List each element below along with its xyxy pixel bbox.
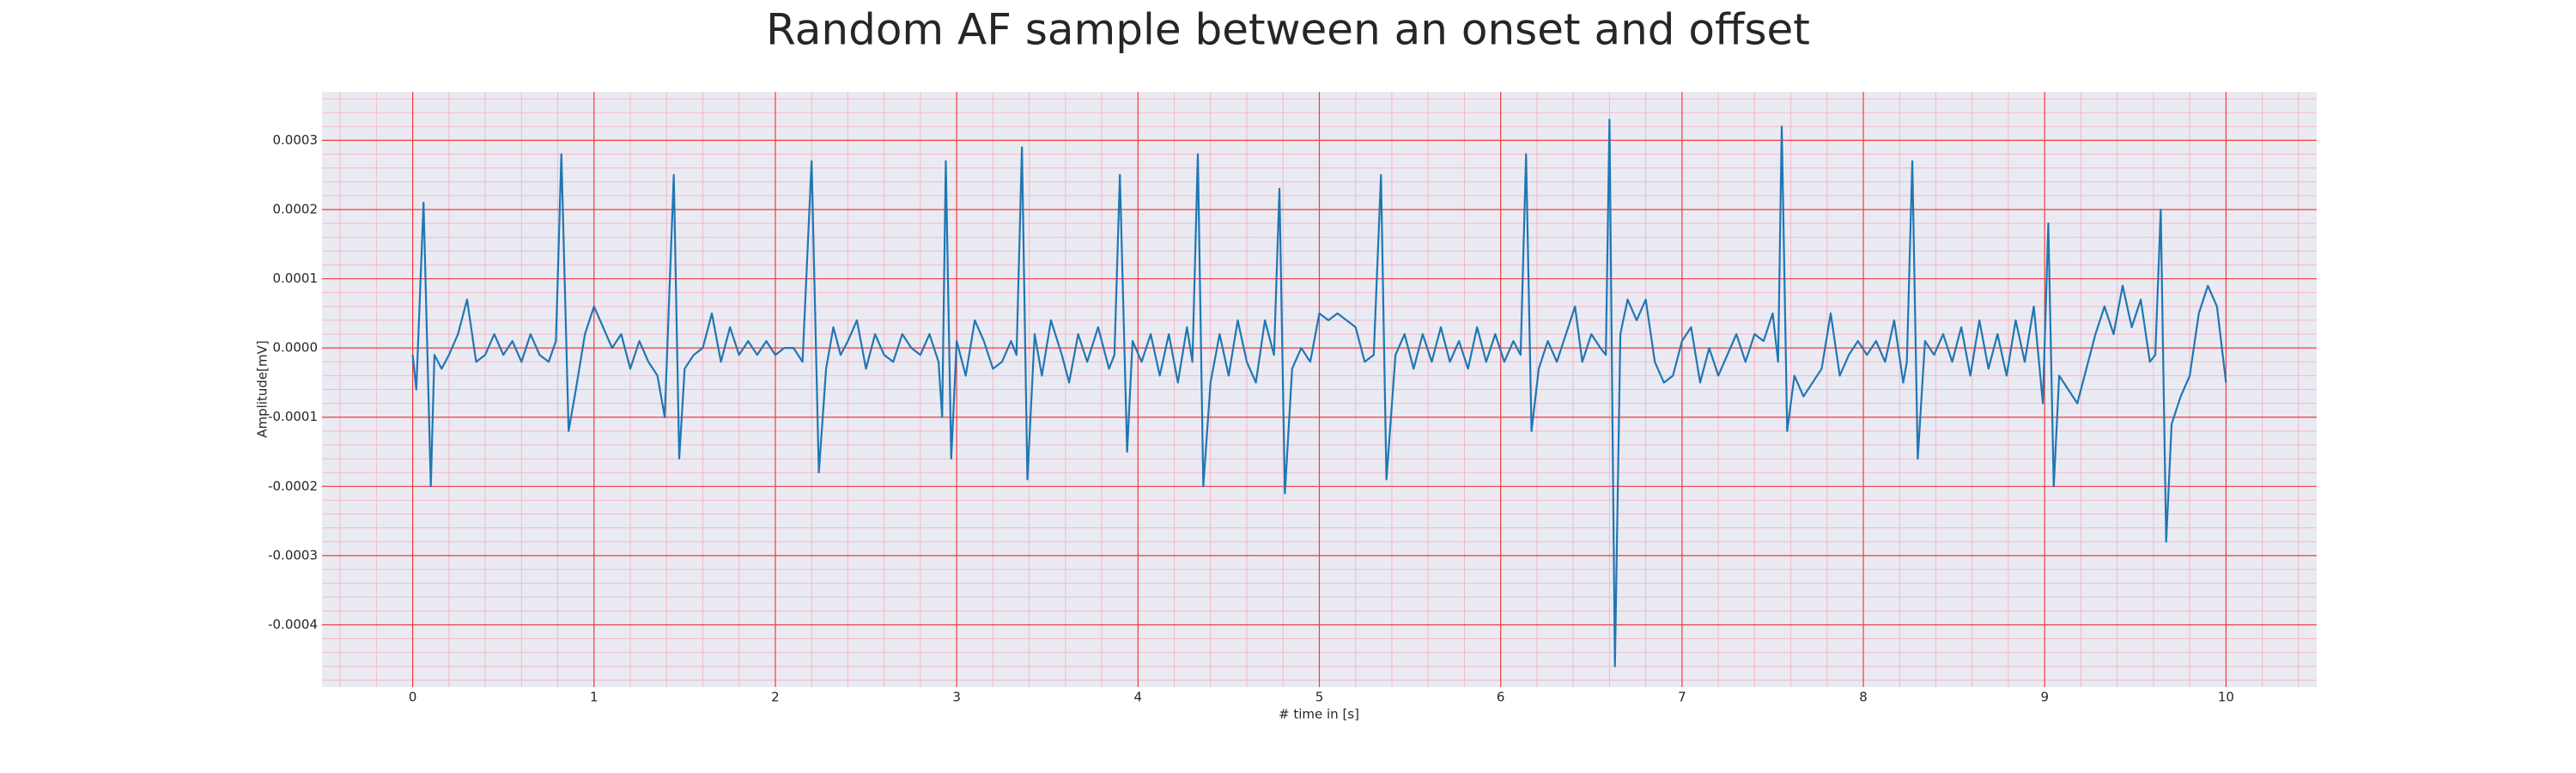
x-tick-label: 4 xyxy=(1134,690,1143,705)
y-tick-label: -0.0004 xyxy=(268,617,318,632)
x-tick-label: 1 xyxy=(590,690,598,705)
x-tick-label: 6 xyxy=(1497,690,1505,705)
x-tick-label: 2 xyxy=(771,690,780,705)
x-tick-label: 0 xyxy=(409,690,417,705)
y-tick-label: -0.0001 xyxy=(268,409,318,424)
x-axis-label: # time in [s] xyxy=(1279,707,1359,722)
y-tick-label: -0.0002 xyxy=(268,478,318,494)
x-tick-label: 8 xyxy=(1859,690,1868,705)
x-tick-label: 7 xyxy=(1678,690,1686,705)
x-tick-label: 10 xyxy=(2218,690,2234,705)
x-tick-label: 9 xyxy=(2040,690,2049,705)
y-tick-label: 0.0003 xyxy=(273,132,319,148)
y-axis-label: Amplitude[mV] xyxy=(255,340,270,437)
y-tick-label: 0.0001 xyxy=(273,271,319,286)
x-tick-label: 5 xyxy=(1315,690,1324,705)
ecg-line xyxy=(411,119,2227,667)
chart-title: Random AF sample between an onset and of… xyxy=(766,5,1810,55)
y-tick-label: 0.0000 xyxy=(273,340,319,356)
x-tick-label: 3 xyxy=(952,690,961,705)
y-tick-label: -0.0003 xyxy=(268,547,318,563)
y-tick-label: 0.0002 xyxy=(273,201,319,216)
